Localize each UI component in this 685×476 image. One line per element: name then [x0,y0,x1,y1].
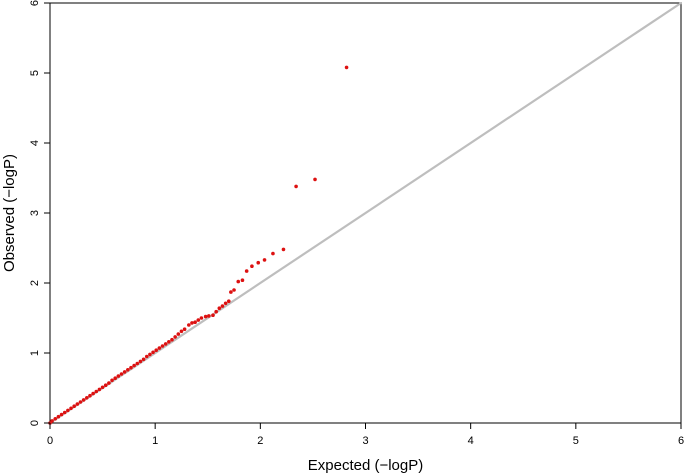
data-point [151,350,155,355]
data-point [56,414,61,419]
data-point [167,340,171,344]
data-point [50,419,54,423]
data-point [75,402,80,406]
data-point [135,361,140,366]
data-point [244,269,249,273]
data-point [179,329,184,334]
x-tick-label: 4 [468,435,474,447]
points-layer [48,65,349,425]
y-axis: 0 1 2 3 4 5 6 [29,0,50,426]
data-point [157,346,162,350]
data-point [187,323,191,327]
x-tick-label: 3 [362,435,368,447]
data-point [262,258,267,262]
reference-line [49,2,682,424]
data-point [256,260,261,265]
data-point [226,299,231,304]
data-point [223,301,228,306]
data-point [170,337,174,342]
data-point [199,316,204,320]
data-point [100,385,105,390]
data-point [163,342,168,346]
data-point [91,391,95,396]
data-point [144,354,149,359]
data-point [59,412,64,417]
data-point [69,406,73,411]
data-point [97,387,102,392]
data-point [66,408,70,413]
data-point [116,374,121,378]
data-point [182,327,187,332]
data-point [232,288,236,292]
x-tick-label: 2 [257,435,263,447]
y-tick-label: 4 [29,140,41,146]
data-point [103,383,108,388]
data-point [62,410,67,415]
data-point [141,357,146,362]
data-point [294,184,298,189]
y-tick-label: 0 [29,420,41,426]
x-axis-title: Expected (−logP) [308,457,423,474]
data-point [313,177,317,182]
data-point [281,247,286,252]
data-point [211,313,215,318]
data-point [94,389,99,394]
data-point [78,400,83,404]
x-tick-label: 0 [47,435,53,447]
data-point [176,332,181,336]
data-point [190,321,194,325]
data-point [113,376,118,381]
data-point [122,370,127,374]
data-point [88,393,92,398]
data-point [85,396,89,400]
x-axis: 0 1 2 3 4 5 6 [47,423,684,447]
data-point [81,398,86,402]
data-point [217,306,222,311]
data-point [126,368,130,372]
data-point [173,335,177,339]
data-point [236,279,241,284]
reference-line-layer [49,2,682,424]
y-tick-label: 2 [29,280,41,286]
data-point [160,344,165,348]
data-point [203,314,208,319]
data-point [240,278,245,283]
y-tick-label: 6 [29,0,41,6]
data-point [220,304,225,308]
data-point [53,417,58,421]
x-tick-label: 6 [678,435,684,447]
data-point [119,372,124,376]
data-point [129,365,133,370]
data-point [193,320,197,325]
data-point [344,65,349,70]
data-point [196,318,201,322]
y-tick-label: 1 [29,350,41,356]
data-point [72,404,76,409]
y-axis-title: Observed (−logP) [1,154,18,272]
data-point [207,314,211,318]
data-point [271,251,275,256]
data-point [229,290,233,294]
data-point [138,359,143,364]
x-tick-label: 5 [573,435,579,447]
data-point [148,352,152,357]
data-point [250,264,254,269]
data-point [107,381,111,385]
data-point [132,363,136,368]
y-tick-label: 3 [29,210,41,216]
data-point [154,348,159,353]
y-tick-label: 5 [29,70,41,76]
data-point [110,378,114,383]
x-tick-label: 1 [152,435,158,447]
data-point [214,309,218,314]
